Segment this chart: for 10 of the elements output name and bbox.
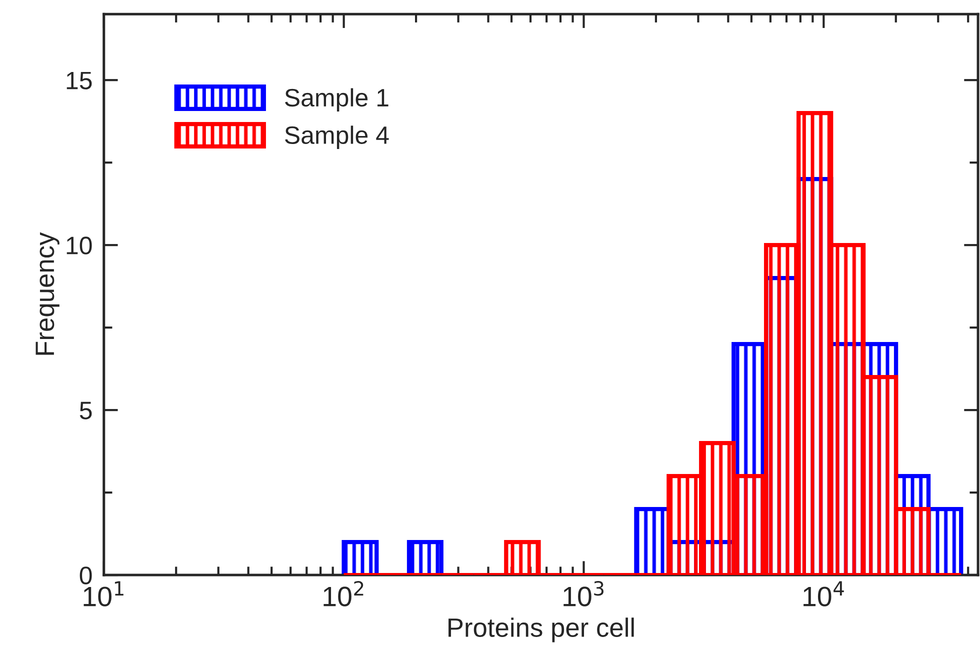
- legend-label: Sample 4: [285, 126, 389, 149]
- y-tick-label: 15: [66, 72, 92, 90]
- x-tick-label: 10$^{2}$: [324, 581, 364, 606]
- x-axis-title: Proteins per cell: [448, 618, 634, 642]
- legend-label: Sample 1: [285, 88, 388, 112]
- y-tick-label: 10: [66, 236, 92, 254]
- x-tick-label: 10$^{4}$: [804, 581, 844, 606]
- x-tick-label: 10$^{3}$: [564, 581, 604, 606]
- y-axis-title: Frequency: [36, 232, 60, 355]
- y-tick-label: 5: [80, 402, 92, 420]
